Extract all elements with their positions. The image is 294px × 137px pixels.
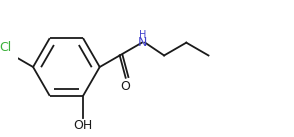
Text: N: N <box>138 36 147 49</box>
Text: Cl: Cl <box>0 41 12 54</box>
Text: O: O <box>121 80 131 93</box>
Text: OH: OH <box>74 119 93 132</box>
Text: H: H <box>139 30 146 40</box>
